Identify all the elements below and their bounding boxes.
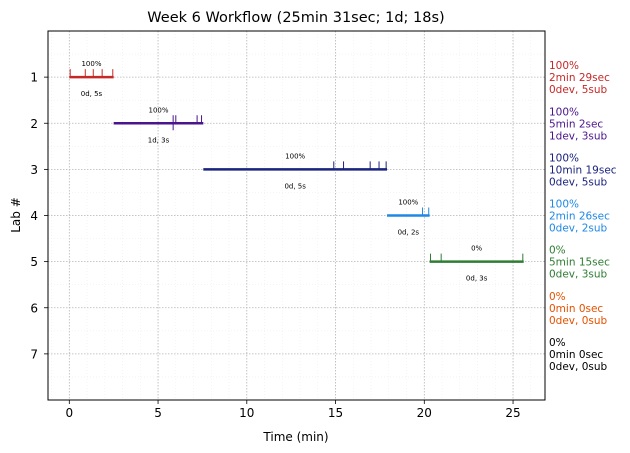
bar-devsub-label: 0d, 5s	[284, 182, 306, 190]
bar-devsub-label: 1d, 3s	[148, 136, 170, 144]
y-tick-label: 2	[30, 117, 38, 131]
y-tick-label: 7	[30, 347, 38, 361]
side-annotation-line: 0dev, 0sub	[549, 315, 608, 327]
y-axis-label: Lab #	[9, 197, 23, 233]
axis-ticks: 0 5 10 15 20 25 1 2 3 4 5 6 7	[30, 71, 520, 420]
bar-percent-label: 100%	[285, 152, 305, 160]
y-tick-label: 5	[30, 255, 38, 269]
y-tick-label: 4	[30, 209, 38, 223]
side-annotation-line: 0dev, 3sub	[549, 269, 608, 281]
side-annotation-line: 0dev, 0sub	[549, 361, 608, 373]
side-annotation-line: 0min 0sec	[549, 349, 603, 361]
side-annotation-line: 0%	[549, 291, 566, 303]
grid	[48, 31, 545, 400]
side-annotation-line: 2min 26sec	[549, 211, 610, 223]
bars: 100% 0d, 5s 100% 1d, 3s 100% 0d, 5s 100% 0d, 2s…	[69, 60, 524, 283]
side-annotation-line: 1dev, 3sub	[549, 130, 608, 142]
side-annotation-line: 100%	[549, 60, 579, 72]
side-annotation-line: 0%	[549, 245, 566, 257]
side-annotation-line: 0dev, 5sub	[549, 84, 608, 96]
x-tick-label: 5	[154, 406, 162, 420]
side-annotation-line: 5min 15sec	[549, 257, 610, 269]
chart-title: Week 6 Workflow (25min 31sec; 1d; 18s)	[147, 10, 444, 26]
bar-percent-label: 100%	[81, 60, 101, 68]
side-annotation-line: 2min 29sec	[549, 72, 610, 84]
bar-devsub-label: 0d, 5s	[81, 90, 103, 98]
bar-devsub-label: 0d, 3s	[466, 275, 488, 283]
side-annotation-line: 0dev, 2sub	[549, 223, 608, 235]
x-tick-label: 0	[65, 406, 73, 420]
side-annotation-line: 0%	[549, 337, 566, 349]
side-annotation-line: 0dev, 5sub	[549, 176, 608, 188]
bar-devsub-label: 0d, 2s	[398, 229, 420, 237]
x-tick-label: 15	[328, 406, 343, 420]
y-tick-label: 1	[30, 71, 38, 85]
side-annotation-line: 5min 2sec	[549, 118, 603, 130]
y-tick-label: 6	[30, 301, 38, 315]
x-tick-label: 25	[505, 406, 520, 420]
x-axis-label: Time (min)	[262, 430, 328, 444]
side-annotation-line: 100%	[549, 152, 579, 164]
x-tick-label: 20	[417, 406, 432, 420]
x-tick-label: 10	[239, 406, 254, 420]
side-annotation-line: 100%	[549, 199, 579, 211]
plot-frame	[47, 30, 546, 401]
bar-percent-label: 100%	[148, 106, 168, 114]
side-annotation-line: 0min 0sec	[549, 303, 603, 315]
side-annotation-line: 10min 19sec	[549, 164, 617, 176]
y-tick-label: 3	[30, 163, 38, 177]
bar-percent-label: 0%	[471, 245, 482, 253]
bar-percent-label: 100%	[398, 199, 418, 207]
side-annotation-line: 100%	[549, 106, 579, 118]
